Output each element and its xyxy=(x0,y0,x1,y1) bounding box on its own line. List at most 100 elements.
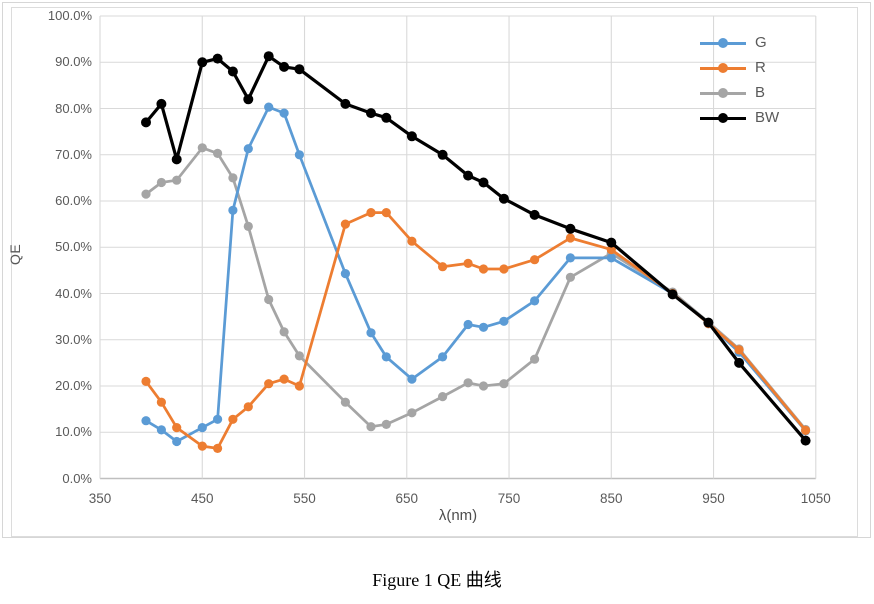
y-tick-label: 0.0% xyxy=(62,470,92,486)
legend-label: BW xyxy=(755,109,780,126)
data-point-B xyxy=(228,173,238,183)
y-tick-label: 40.0% xyxy=(55,285,92,301)
data-point-G xyxy=(530,296,540,306)
data-point-R xyxy=(141,376,151,386)
data-point-B xyxy=(294,351,304,361)
qe-line-chart xyxy=(99,15,817,480)
data-point-R xyxy=(606,245,616,255)
data-point-B xyxy=(407,408,417,418)
data-point-BW xyxy=(141,117,151,128)
data-point-G xyxy=(141,416,151,426)
data-point-G xyxy=(197,423,207,433)
chart-legend: G R B BW xyxy=(700,30,830,130)
series-R xyxy=(141,208,811,453)
data-point-BW xyxy=(800,435,811,446)
data-point-BW xyxy=(703,317,714,328)
x-tick-label: 1050 xyxy=(800,491,831,506)
y-tick-label: 100.0% xyxy=(47,8,92,23)
data-point-B xyxy=(340,397,350,407)
legend-marker-icon xyxy=(700,112,746,124)
data-point-G xyxy=(478,322,489,332)
data-point-R xyxy=(438,262,448,272)
data-point-BW xyxy=(279,61,290,72)
x-tick-label: 850 xyxy=(600,491,623,506)
data-point-BW xyxy=(406,131,417,142)
legend-label: R xyxy=(755,59,766,76)
legend-marker-icon xyxy=(700,37,746,49)
data-point-G xyxy=(243,144,253,154)
data-point-R xyxy=(279,374,289,384)
x-tick-label: 350 xyxy=(88,491,112,506)
legend-label: B xyxy=(755,84,766,101)
data-point-BW xyxy=(381,112,392,123)
data-point-R xyxy=(478,264,489,274)
data-point-B xyxy=(478,381,489,391)
data-point-BW xyxy=(212,53,223,64)
data-point-G xyxy=(213,414,223,424)
data-point-BW xyxy=(734,357,745,368)
y-tick-label: 10.0% xyxy=(55,424,92,440)
data-point-R xyxy=(264,379,274,389)
data-point-G xyxy=(381,352,391,362)
data-point-R xyxy=(172,423,182,433)
series-G xyxy=(141,102,811,447)
data-point-B xyxy=(213,148,223,158)
legend-label: G xyxy=(755,34,767,51)
data-point-BW xyxy=(243,94,254,105)
chart-frame xyxy=(11,7,858,537)
data-point-R xyxy=(213,443,223,453)
data-point-BW xyxy=(263,51,274,62)
data-point-R xyxy=(243,402,253,412)
x-tick-label: 650 xyxy=(395,491,419,506)
gridlines xyxy=(99,15,817,480)
data-point-B xyxy=(264,294,274,305)
series-BW xyxy=(141,51,811,446)
data-point-BW xyxy=(606,237,617,248)
data-point-G xyxy=(340,269,350,279)
data-point-G xyxy=(156,425,166,435)
y-tick-label: 20.0% xyxy=(55,378,92,393)
legend-dot xyxy=(718,112,728,123)
data-point-G xyxy=(228,205,238,215)
legend-item-BW: BW xyxy=(700,105,830,130)
data-point-B xyxy=(463,378,473,388)
figure-caption: Figure 1 QE 曲线 xyxy=(372,570,502,590)
x-tick-label: 750 xyxy=(497,491,521,506)
data-point-G xyxy=(463,319,473,330)
data-point-R xyxy=(463,258,473,268)
data-point-R xyxy=(407,236,417,246)
legend-dot xyxy=(718,62,728,73)
data-point-B xyxy=(499,379,509,389)
data-point-R xyxy=(366,208,376,218)
data-point-B xyxy=(279,327,289,337)
y-tick-label: 70.0% xyxy=(55,146,92,162)
data-point-R xyxy=(801,425,811,435)
data-point-BW xyxy=(156,98,167,109)
data-point-G xyxy=(264,102,274,112)
data-point-G xyxy=(499,316,509,326)
y-tick-label: 50.0% xyxy=(55,239,92,255)
x-tick-label: 950 xyxy=(702,491,725,506)
legend-item-R: R xyxy=(700,55,830,80)
x-tick-label: 450 xyxy=(190,491,214,506)
data-point-B xyxy=(565,272,576,282)
data-point-BW xyxy=(478,177,489,188)
data-point-R xyxy=(734,345,744,355)
legend-dot xyxy=(718,37,728,48)
data-point-BW xyxy=(294,64,305,75)
data-point-B xyxy=(156,177,166,188)
y-tick-label: 90.0% xyxy=(55,54,92,70)
data-point-B xyxy=(530,354,540,364)
y-tick-label: 30.0% xyxy=(55,331,92,347)
data-point-B xyxy=(243,221,253,231)
data-point-R xyxy=(530,255,540,265)
legend-item-B: B xyxy=(700,80,830,105)
data-point-BW xyxy=(463,170,474,181)
series-B xyxy=(141,143,811,435)
data-point-G xyxy=(606,253,616,263)
legend-dot xyxy=(718,87,728,98)
y-tick-label: 60.0% xyxy=(55,193,92,208)
data-point-B xyxy=(381,419,391,429)
data-point-G xyxy=(366,328,376,338)
